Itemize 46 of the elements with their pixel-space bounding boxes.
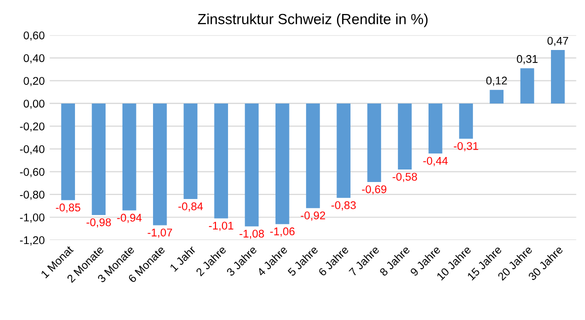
y-tick-label: -0,40	[20, 145, 44, 154]
data-label: -0,92	[300, 212, 326, 221]
bar	[367, 103, 382, 182]
bar	[306, 103, 320, 208]
bar	[398, 103, 412, 170]
chart-title: Zinsstruktur Schweiz (Rendite in %)	[198, 14, 428, 28]
bar	[520, 68, 534, 104]
y-tick-label: -0,60	[20, 168, 44, 178]
bar	[428, 103, 442, 154]
bar	[184, 103, 198, 200]
data-label: -0,83	[331, 201, 356, 210]
bar	[336, 103, 350, 198]
bar	[244, 103, 259, 226]
bar	[122, 103, 136, 210]
data-label: -0,85	[56, 204, 80, 213]
data-label: -0,69	[362, 185, 386, 195]
y-tick-label: 0,00	[24, 100, 44, 109]
data-label: -0,31	[454, 142, 478, 152]
bar	[550, 50, 565, 104]
bar	[459, 103, 473, 139]
y-tick-label: -0,80	[20, 190, 44, 200]
data-label: -0,44	[423, 156, 448, 166]
bar	[92, 103, 106, 215]
y-tick-label: -1,00	[20, 214, 44, 223]
data-label: -1,08	[240, 230, 264, 239]
bar	[490, 90, 504, 104]
y-tick-label: 0,60	[24, 31, 44, 41]
x-tick-label: 1 Jahr	[169, 244, 196, 272]
bar	[275, 103, 290, 224]
data-label: -0,94	[117, 214, 142, 223]
bar	[214, 103, 228, 218]
data-label: 0,47	[547, 36, 568, 46]
y-tick-label: 0,40	[24, 54, 44, 64]
data-label: -0,58	[392, 172, 417, 182]
y-tick-label: 0,20	[24, 76, 44, 86]
data-label: -1,01	[208, 222, 234, 231]
bar	[61, 103, 75, 200]
bar	[153, 103, 167, 226]
y-tick-label: -1,20	[20, 236, 44, 246]
data-label: -0,98	[86, 218, 111, 228]
y-tick-label: -0,20	[20, 122, 44, 132]
data-label: 0,31	[516, 55, 538, 64]
data-label: 0,12	[486, 76, 507, 86]
data-label: -0,84	[178, 202, 203, 212]
data-label: -1,06	[270, 227, 295, 237]
data-label: -1,07	[148, 228, 172, 238]
